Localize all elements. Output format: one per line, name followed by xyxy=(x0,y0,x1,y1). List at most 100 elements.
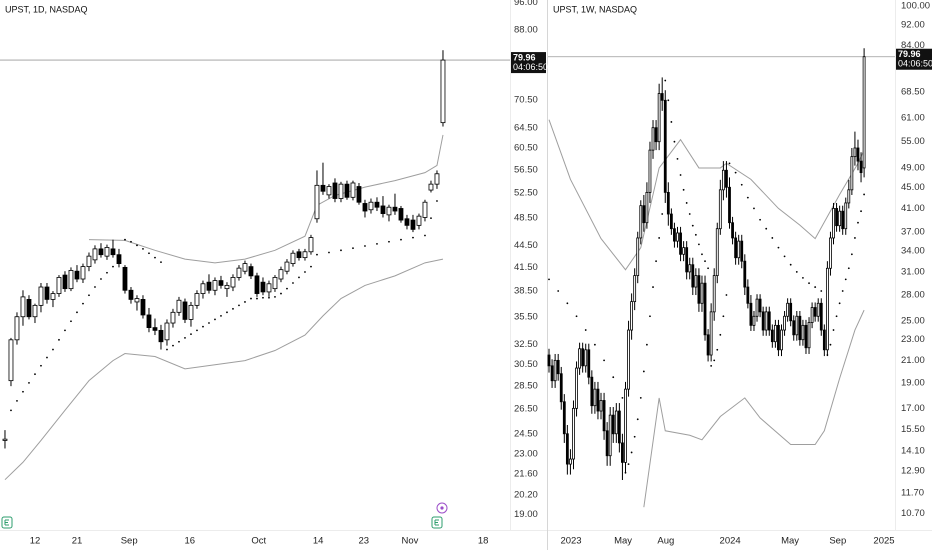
sar-dot xyxy=(664,79,667,82)
candle-body xyxy=(749,302,753,326)
y-tick-label: 28.00 xyxy=(901,290,925,301)
candle-body xyxy=(104,247,110,257)
candle-body xyxy=(767,311,771,331)
candle-body xyxy=(338,183,344,199)
candle-body xyxy=(841,210,845,230)
sar-dot xyxy=(52,348,54,351)
candle-body xyxy=(176,299,182,313)
earnings-icon[interactable] xyxy=(431,516,443,529)
candle-body xyxy=(110,248,116,256)
candle-body xyxy=(731,222,734,239)
candle-body xyxy=(721,169,725,191)
y-tick-label: 25.00 xyxy=(901,315,925,326)
y-tick-label: 48.50 xyxy=(514,213,538,224)
candle-body xyxy=(581,348,585,367)
sar-dot xyxy=(298,276,300,279)
candle-body xyxy=(182,301,188,320)
candle-body xyxy=(2,438,8,441)
earnings-icon[interactable] xyxy=(1,516,13,529)
candle-body xyxy=(783,315,786,331)
candle-body xyxy=(832,208,835,239)
x-tick-label: Nov xyxy=(402,536,419,547)
candle-body xyxy=(764,311,768,331)
candle-body xyxy=(709,311,713,356)
sar-dot xyxy=(94,286,96,288)
chart-title: UPST, 1W, NASDAQ xyxy=(553,4,637,14)
x-tick-label: 14 xyxy=(313,536,324,547)
sar-dot xyxy=(178,340,180,343)
sar-dot xyxy=(627,463,630,465)
candle-body xyxy=(676,232,679,242)
sar-dot xyxy=(667,99,670,102)
sar-dot xyxy=(316,253,318,256)
sar-dot xyxy=(136,244,138,247)
candle-body xyxy=(230,277,236,288)
y-tick-label: 26.50 xyxy=(514,404,538,415)
price-box-countdown: 04:06:50 xyxy=(513,62,548,72)
x-tick-label: May xyxy=(614,536,632,547)
candle-body xyxy=(700,282,704,304)
y-tick-label: 100.00 xyxy=(901,0,930,11)
candle-body xyxy=(789,302,793,322)
x-tick-label: 2023 xyxy=(560,536,581,547)
sar-dot xyxy=(795,271,798,273)
sar-dot xyxy=(639,397,642,399)
candle-body xyxy=(728,186,731,224)
candle-body xyxy=(718,189,722,230)
sar-dot xyxy=(376,242,378,245)
candle-body xyxy=(260,281,266,293)
sar-dot xyxy=(304,271,306,273)
sar-dot xyxy=(701,253,703,256)
sar-dot xyxy=(746,196,749,199)
sar-dot xyxy=(649,315,651,318)
sar-dot xyxy=(642,370,645,373)
candle-body xyxy=(651,127,655,151)
candle-body xyxy=(386,206,392,216)
sar-dot xyxy=(652,286,654,288)
sar-dot xyxy=(130,240,132,243)
x-tick-label: 2025 xyxy=(873,536,894,547)
sar-dot xyxy=(28,381,30,384)
sar-dot xyxy=(814,286,817,288)
candle-body xyxy=(627,329,630,390)
sar-dot xyxy=(759,218,761,221)
candle-body xyxy=(74,270,80,280)
sar-dot xyxy=(292,282,294,284)
candle-body xyxy=(62,274,68,290)
candle-body xyxy=(725,169,728,188)
sar-dot xyxy=(710,364,713,367)
candle-body xyxy=(188,304,194,320)
sar-dot xyxy=(694,233,697,236)
candle-body xyxy=(715,228,719,277)
candle-body xyxy=(553,359,557,382)
sar-dot xyxy=(124,238,126,241)
candle-body xyxy=(761,311,765,331)
candle-body xyxy=(697,275,701,304)
y-tick-label: 12.90 xyxy=(901,466,925,477)
sar-dot xyxy=(575,315,578,318)
sar-dot xyxy=(10,409,12,412)
candle-body xyxy=(242,263,248,272)
candle-body xyxy=(621,442,624,463)
sar-dot xyxy=(593,343,596,346)
candle-body xyxy=(642,205,646,224)
sar-dot xyxy=(633,435,636,438)
candle-body xyxy=(32,304,38,318)
sar-dot xyxy=(658,237,661,239)
candle-body xyxy=(608,414,612,457)
sar-dot xyxy=(636,418,639,421)
sar-dot xyxy=(713,359,716,362)
candle-body xyxy=(669,213,673,230)
candle-body xyxy=(20,296,26,318)
sar-dot xyxy=(190,333,192,336)
y-tick-label: 35.50 xyxy=(514,311,538,322)
sar-dot xyxy=(854,237,856,239)
y-tick-label: 19.00 xyxy=(514,509,538,520)
candle-body xyxy=(673,228,676,242)
sar-dot xyxy=(850,253,853,256)
candle-body xyxy=(645,191,649,224)
candle-body xyxy=(798,315,802,341)
y-tick-label: 19.00 xyxy=(901,378,925,389)
sar-dot xyxy=(430,217,432,220)
candle-body xyxy=(786,302,790,317)
